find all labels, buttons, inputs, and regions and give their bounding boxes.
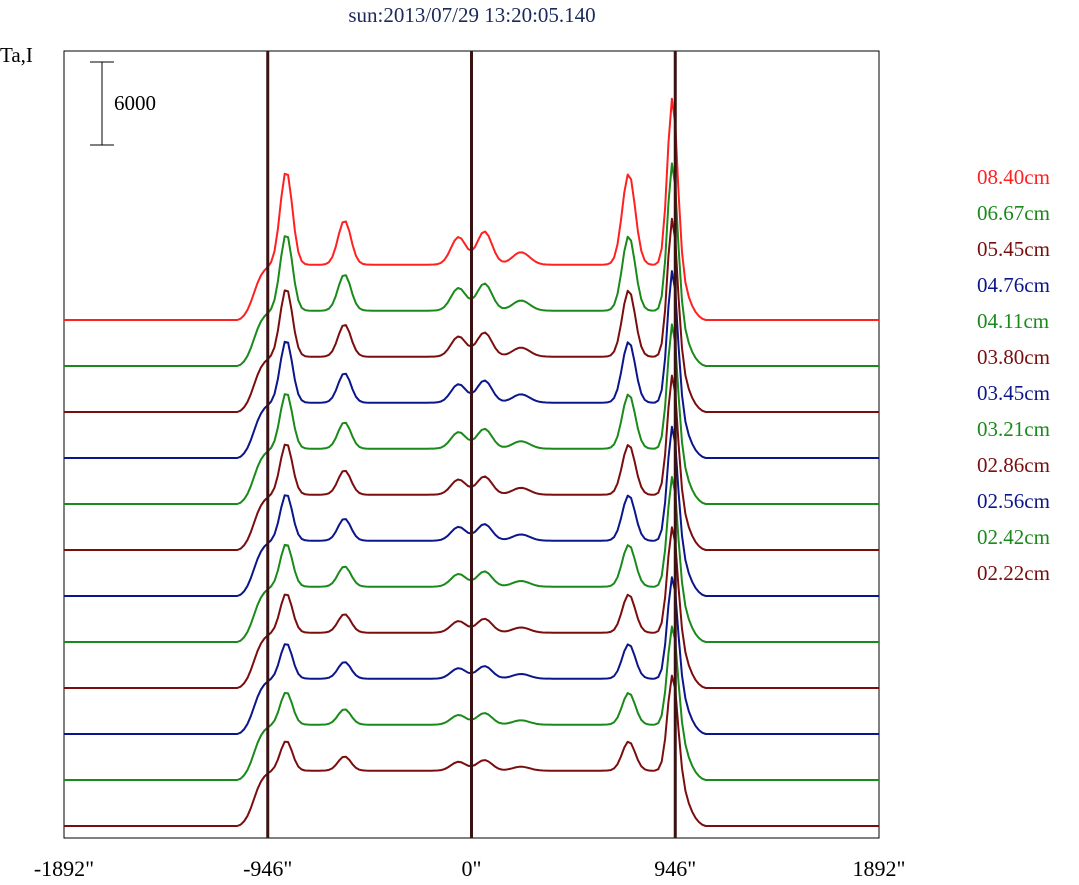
legend-entry: 06.67cm: [977, 201, 1050, 225]
scale-bar: 6000: [90, 61, 156, 146]
chart-title: sun:2013/07/29 13:20:05.140: [348, 3, 595, 27]
legend-entry: 04.11cm: [977, 309, 1049, 333]
legend-entry: 02.86cm: [977, 453, 1050, 477]
legend-entry: 05.45cm: [977, 237, 1050, 261]
legend-entry: 03.80cm: [977, 345, 1050, 369]
x-tick-label: 0": [462, 856, 482, 881]
x-tick-label: -946": [243, 856, 292, 881]
legend-entry: 02.56cm: [977, 489, 1050, 513]
x-tick-label: 946": [654, 856, 696, 881]
legend-entry: 03.21cm: [977, 417, 1050, 441]
legend-entry: 08.40cm: [977, 165, 1050, 189]
x-tick-label: 1892": [853, 856, 906, 881]
y-axis-label: Ta,I: [0, 43, 33, 67]
legend-entry: 04.76cm: [977, 273, 1050, 297]
x-tick-labels: -1892" -946" 0" 946" 1892": [34, 856, 906, 881]
legend-entry: 03.45cm: [977, 381, 1050, 405]
legend: 08.40cm 06.67cm 05.45cm 04.76cm 04.11cm 03.80…: [977, 165, 1050, 585]
x-tick-label: -1892": [34, 856, 94, 881]
vertical-marker-lines: [266, 51, 677, 838]
legend-entry: 02.22cm: [977, 561, 1050, 585]
scale-bar-label: 6000: [114, 91, 156, 115]
legend-entry: 02.42cm: [977, 525, 1050, 549]
